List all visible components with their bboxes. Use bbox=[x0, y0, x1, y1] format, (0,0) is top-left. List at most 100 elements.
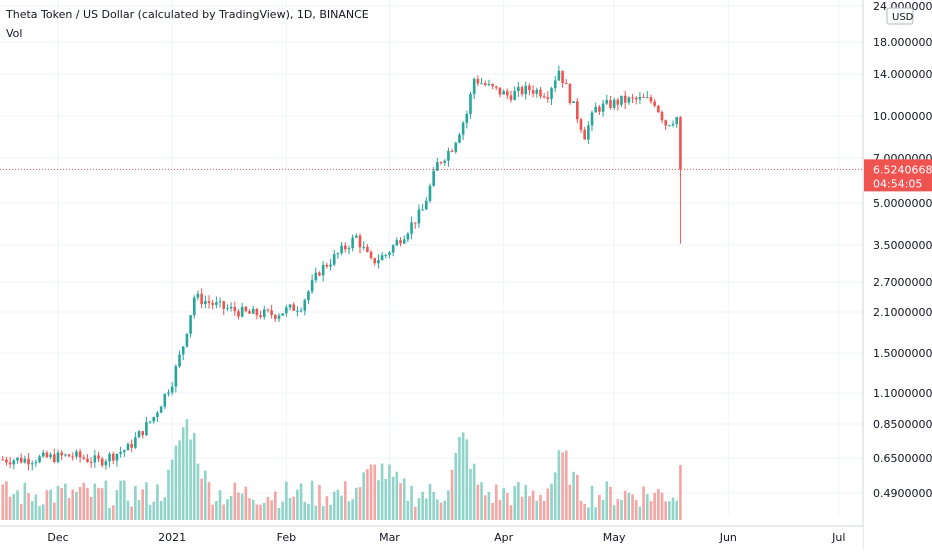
candle bbox=[524, 81, 528, 100]
candle bbox=[421, 203, 424, 211]
price-tick-label: 2.70000000 bbox=[873, 276, 932, 289]
volume-bar bbox=[152, 501, 156, 520]
volume-bar bbox=[598, 494, 601, 520]
volume-bar bbox=[89, 496, 93, 520]
candle bbox=[631, 94, 634, 104]
candle bbox=[134, 432, 137, 450]
candle bbox=[679, 116, 682, 244]
candle bbox=[509, 90, 513, 103]
volume-bar bbox=[174, 445, 178, 520]
volume-bar bbox=[60, 488, 63, 520]
volume-bar bbox=[623, 490, 627, 520]
volume-bar bbox=[307, 503, 310, 520]
candle bbox=[491, 83, 494, 90]
price-tick-label: 18.00000000 bbox=[873, 36, 932, 49]
volume-bar bbox=[192, 432, 196, 520]
candle bbox=[16, 457, 19, 464]
volume-bar bbox=[148, 505, 152, 520]
candle bbox=[362, 241, 365, 251]
volume-bar bbox=[226, 499, 229, 520]
candle bbox=[649, 94, 653, 104]
volume-bar bbox=[285, 481, 288, 520]
volume-bar bbox=[314, 505, 318, 520]
volume-bar bbox=[251, 499, 255, 520]
volume-bar bbox=[476, 484, 480, 520]
candle bbox=[170, 381, 174, 396]
volume-bar bbox=[16, 490, 19, 520]
candle bbox=[226, 304, 229, 312]
volume-bar bbox=[402, 478, 406, 520]
currency-badge: USD bbox=[886, 7, 914, 25]
candle bbox=[590, 110, 594, 132]
candle bbox=[576, 97, 579, 124]
candle bbox=[174, 364, 178, 393]
volume-bar bbox=[200, 478, 203, 520]
candle bbox=[598, 104, 601, 116]
candle bbox=[5, 456, 8, 466]
volume-bar bbox=[325, 496, 329, 520]
candle bbox=[64, 453, 67, 457]
volume-bar bbox=[299, 483, 303, 520]
volume-bar bbox=[447, 490, 450, 520]
volume-bar bbox=[406, 500, 410, 520]
volume-bar bbox=[30, 501, 34, 520]
volume-bar bbox=[181, 427, 185, 520]
candles bbox=[1, 65, 682, 471]
price-tick-label: 3.50000000 bbox=[873, 239, 932, 252]
volume-bar bbox=[520, 496, 524, 520]
candle bbox=[27, 453, 30, 471]
candle bbox=[310, 274, 314, 294]
volume-bar bbox=[605, 481, 609, 520]
candle bbox=[425, 197, 428, 210]
volume-bar bbox=[336, 489, 340, 520]
candle bbox=[642, 93, 645, 99]
volume-bar bbox=[612, 505, 616, 520]
candle bbox=[285, 304, 288, 317]
volume-bar bbox=[369, 464, 373, 520]
volume-bar bbox=[553, 472, 557, 520]
candle bbox=[343, 242, 347, 253]
candle bbox=[664, 119, 667, 130]
time-tick-label: Dec bbox=[47, 531, 68, 544]
candle bbox=[273, 313, 277, 322]
volume-bar bbox=[196, 463, 200, 520]
candle bbox=[668, 124, 671, 127]
price-axis[interactable]: 24.0000000018.0000000014.0000000010.0000… bbox=[862, 0, 932, 550]
price-tick-label: 0.49000000 bbox=[873, 487, 932, 500]
candle bbox=[145, 417, 148, 437]
volume-bar bbox=[303, 501, 307, 520]
candle bbox=[358, 233, 362, 254]
volume-bar bbox=[207, 481, 211, 520]
candle bbox=[299, 307, 303, 313]
candle bbox=[196, 290, 200, 301]
time-axis[interactable]: Dec 2021 Feb Mar Apr May Jun Jul bbox=[0, 525, 863, 550]
candle bbox=[528, 83, 531, 96]
candle bbox=[281, 313, 284, 316]
volume-bar bbox=[645, 494, 649, 520]
volume-bar bbox=[675, 500, 679, 520]
volume-bar bbox=[458, 437, 461, 520]
candle bbox=[30, 460, 34, 471]
candle bbox=[402, 235, 406, 245]
candle bbox=[395, 237, 399, 246]
volume-bar bbox=[97, 487, 100, 520]
volume-bar bbox=[576, 474, 579, 520]
volume-bar bbox=[539, 494, 542, 520]
candle bbox=[240, 302, 244, 318]
volume-bar bbox=[296, 489, 299, 520]
candle bbox=[97, 451, 100, 463]
current-price-tag: 6.5240668004:54:05 bbox=[864, 159, 932, 192]
candle bbox=[288, 303, 292, 311]
candle bbox=[380, 251, 384, 261]
volume-bar bbox=[34, 494, 38, 520]
volume-bar bbox=[443, 500, 447, 520]
candle bbox=[657, 104, 660, 113]
candle bbox=[550, 86, 553, 106]
volume-bar bbox=[321, 506, 325, 520]
volume-bar bbox=[67, 498, 71, 520]
candle bbox=[167, 389, 170, 397]
candle bbox=[388, 251, 391, 259]
